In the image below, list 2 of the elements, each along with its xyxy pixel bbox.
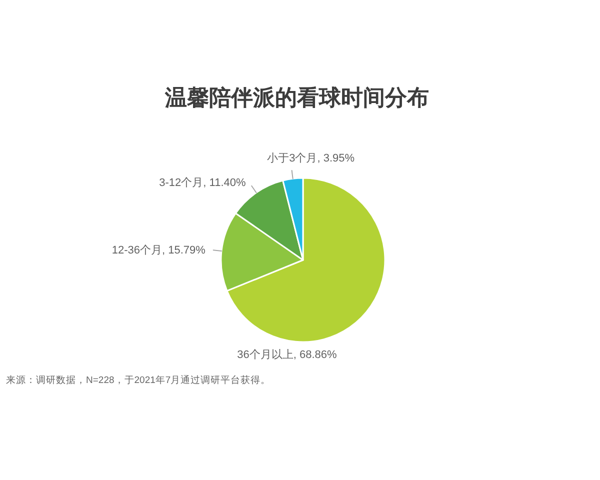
title: 温馨陪伴派的看球时间分布 bbox=[165, 85, 429, 110]
annotation: 来源：调研数据，N=228，于2021年7月通过调研平台获得。 bbox=[6, 375, 271, 386]
